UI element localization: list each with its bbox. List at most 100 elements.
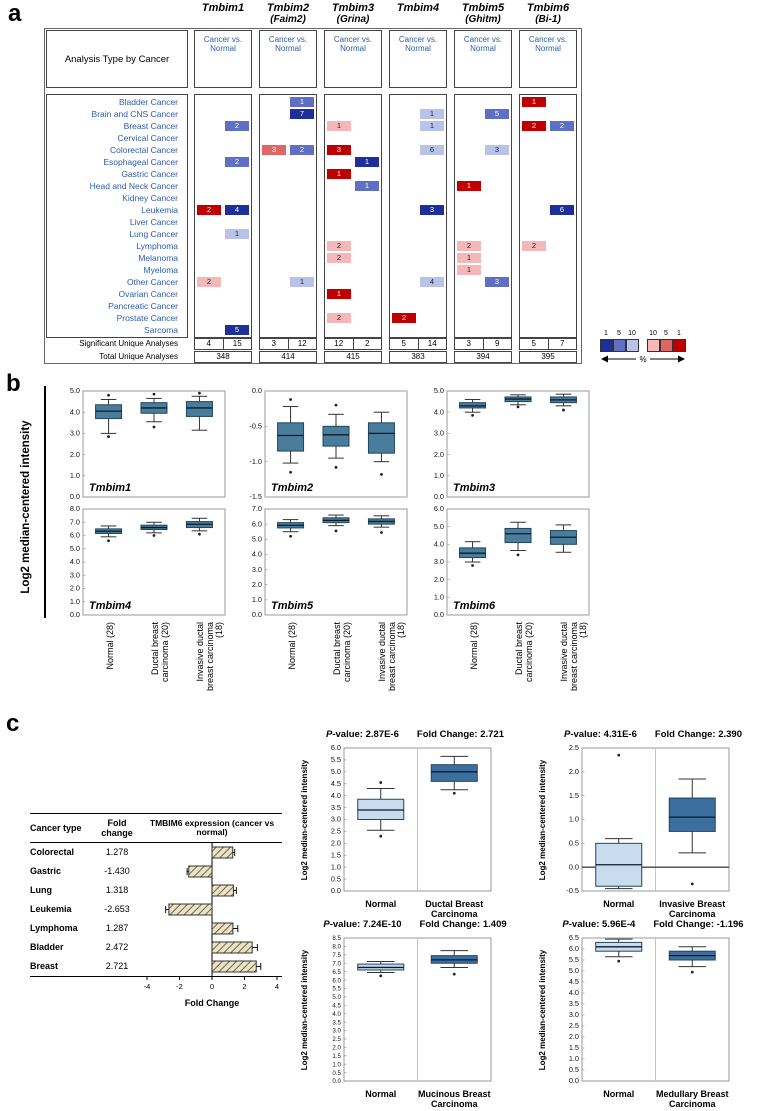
- heatmap-cell: 1: [457, 253, 481, 263]
- svg-text:4.0: 4.0: [569, 988, 579, 997]
- svg-text:4.0: 4.0: [332, 1011, 341, 1018]
- heatmap-cell: 1: [327, 169, 351, 179]
- cancer-row-label: Leukemia: [141, 205, 178, 215]
- heatmap-cell: 3: [327, 145, 351, 155]
- heatmap-cell: 1: [457, 181, 481, 191]
- svg-text:3.0: 3.0: [252, 565, 262, 574]
- fold-change-text: Fold Change: 2.390: [654, 729, 742, 740]
- p-value-prefix: P: [562, 919, 569, 930]
- svg-text:2.0: 2.0: [70, 450, 80, 459]
- gene-column-box: [519, 94, 577, 338]
- svg-text:7.0: 7.0: [252, 504, 262, 513]
- significant-up-count: 5: [520, 339, 549, 349]
- significant-up-count: 12: [325, 339, 354, 349]
- heatmap-cell: 4: [225, 205, 249, 215]
- svg-text:4.5: 4.5: [332, 1002, 341, 1009]
- heatmap-cell: 2: [290, 145, 314, 155]
- box_tmbim1-plot: 5.0 4.0 3.0 2.0 1.0 0.0 Tmbim1: [70, 386, 226, 500]
- legend-swatch: [673, 339, 686, 352]
- svg-text:5.0: 5.0: [434, 386, 444, 395]
- fold-change-cell: 1.318: [105, 885, 129, 895]
- cancer-row-label: Pancreatic Cancer: [108, 301, 178, 311]
- panel-c-label: c: [6, 710, 20, 737]
- gene-alias: (Ghitm): [465, 14, 501, 25]
- svg-text:5.5: 5.5: [331, 755, 341, 764]
- cancer-row-label: Sarcoma: [143, 325, 178, 335]
- cmp-x-label: Normal: [365, 899, 397, 909]
- svg-text:Tmbim5: Tmbim5: [271, 600, 314, 612]
- svg-text:-1.0: -1.0: [249, 457, 262, 466]
- panel-b-ylabel: Log2 median-centered intensity: [20, 420, 32, 594]
- significant-down-count: 12: [297, 339, 307, 348]
- significant-up-count: 3: [260, 339, 289, 349]
- fold-change-axis: -4 -2 0 2 4: [144, 976, 279, 991]
- svg-text:1.0: 1.0: [252, 595, 262, 604]
- svg-text:5.0: 5.0: [569, 966, 579, 975]
- fold-change-bar: [211, 941, 253, 954]
- cancer-vs-normal-header: Cancer vs. Normal: [194, 30, 252, 88]
- svg-text:6.0: 6.0: [70, 531, 80, 540]
- cancer-row-label: Ovarian Cancer: [118, 289, 178, 299]
- bar-chart-xlabel: Fold Change: [184, 998, 240, 1008]
- svg-text:5.5: 5.5: [332, 986, 341, 993]
- svg-text:4.0: 4.0: [434, 540, 444, 549]
- svg-text:4.0: 4.0: [331, 791, 341, 800]
- heatmap-cell: 1: [420, 109, 444, 119]
- stat-header: P-value: 4.31E-6 Fold Change: 2.390: [534, 729, 772, 740]
- cancer-row-label: Prostate Cancer: [116, 313, 178, 323]
- heatmap-cell: 2: [327, 313, 351, 323]
- column-header-cancer-type: Cancer type: [30, 823, 82, 833]
- svg-text:6.0: 6.0: [434, 504, 444, 513]
- analysis-type-header: Analysis Type by Cancer: [46, 30, 188, 88]
- cancer-vs-normal-header: Cancer vs. Normal: [519, 30, 577, 88]
- heatmap-cell: 1: [420, 121, 444, 131]
- cmp-ylabel: Log2 median-centered intensity: [300, 759, 309, 881]
- fold-change-bar: [188, 865, 213, 878]
- panel-a-label: a: [8, 0, 22, 27]
- cancer-row-label: Cervical Cancer: [117, 133, 178, 143]
- svg-text:0.0: 0.0: [569, 862, 579, 871]
- svg-text:3.5: 3.5: [331, 803, 341, 812]
- svg-text:4.0: 4.0: [70, 557, 80, 566]
- stat-header: P-value: 2.87E-6 Fold Change: 2.721: [296, 729, 534, 740]
- heatmap-cell: 3: [485, 277, 509, 287]
- heatmap-cell: 1: [225, 229, 249, 239]
- svg-text:0.0: 0.0: [434, 610, 444, 618]
- legend-tick-label: 10: [649, 330, 657, 337]
- panel-b-boxplot-grid: Log2 median-centered intensity 5.0 4.0 3.0 2…: [0, 378, 774, 712]
- legend-tick-label: 10: [628, 330, 636, 337]
- heatmap-cell: 1: [522, 97, 546, 107]
- heatmap-cell: 2: [457, 241, 481, 251]
- heatmap-cell: 4: [420, 277, 444, 287]
- svg-text:0.5: 0.5: [331, 874, 341, 883]
- svg-text:2.0: 2.0: [569, 767, 579, 776]
- gene-column-box: [389, 94, 447, 338]
- gene-title: Tmbim5 (Ghitm): [448, 2, 518, 26]
- heatmap-cell: 2: [522, 121, 546, 131]
- svg-text:7.0: 7.0: [70, 517, 80, 526]
- svg-text:3.0: 3.0: [569, 1010, 579, 1019]
- heatmap-cell: 2: [197, 277, 221, 287]
- panel-b-label: b: [6, 370, 21, 397]
- svg-text:1.0: 1.0: [70, 471, 80, 480]
- fold-change-text: Fold Change: -1.196: [653, 919, 744, 930]
- svg-text:1.5: 1.5: [332, 1053, 341, 1060]
- cmp_mucinous-plot: 8.5 8.07.57.0 6.56.0 5.55.04.5 4.03.5 3.02.5 2…: [332, 935, 492, 1085]
- svg-text:1.5: 1.5: [569, 791, 579, 800]
- svg-text:3.5: 3.5: [332, 1019, 341, 1026]
- x-category-label: Invasive ductal breast carcinoma (18): [559, 622, 589, 692]
- gene-alias: (Grina): [336, 14, 370, 25]
- legend-tick-label: 1: [677, 330, 681, 337]
- cmp-x-label: Ductal Breast Carcinoma: [425, 899, 484, 919]
- x-category-label: Ductal breast carcinoma (20): [514, 622, 534, 683]
- panel-a-oncomine-table: Tmbim1 Tmbim2 (Faim2) Tmbim3 (Grina) Tmbim4 Tm…: [0, 0, 774, 376]
- cmp-ylabel: Log2 median-centered intensity: [538, 949, 547, 1071]
- svg-text:1.0: 1.0: [569, 815, 579, 824]
- stat-header: P-value: 5.96E-4 Fold Change: -1.196: [534, 919, 772, 930]
- svg-text:2.5: 2.5: [569, 1021, 579, 1030]
- legend-arrows: %: [601, 355, 685, 364]
- svg-text:0.0: 0.0: [332, 1078, 341, 1085]
- heatmap-cell: 2: [327, 253, 351, 263]
- svg-text:%: %: [639, 355, 646, 364]
